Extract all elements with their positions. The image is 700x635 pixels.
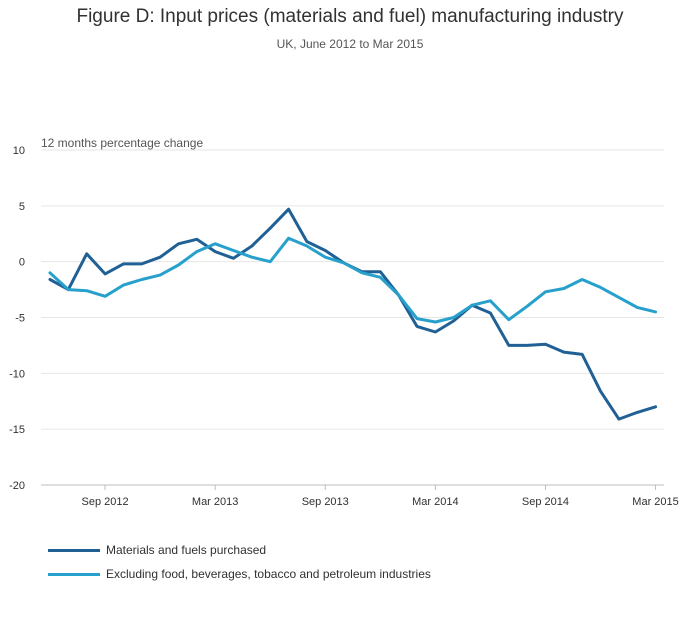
gridlines (41, 149, 664, 486)
x-tick-label: Sep 2014 (522, 496, 569, 508)
y-tick-label: 0 (19, 257, 25, 269)
series-lines (48, 207, 658, 421)
x-tick-label: Sep 2012 (81, 496, 128, 508)
series-line-2 (48, 236, 658, 324)
x-tick-label: Mar 2014 (412, 496, 458, 508)
x-tick-labels: Sep 2012 Mar 2013 Sep 2013 Mar 2014 Sep 2014… (81, 485, 679, 508)
legend-item: Materials and fuels purchased (48, 538, 431, 562)
x-tick-label: Mar 2013 (192, 496, 238, 508)
legend-swatch (48, 548, 100, 552)
y-axis-label: 12 months percentage change (41, 136, 203, 150)
series-line-1 (48, 207, 658, 421)
legend-label: Materials and fuels purchased (106, 543, 267, 557)
y-tick-label: -15 (9, 424, 25, 436)
legend-swatch (48, 572, 100, 576)
x-tick-label: Sep 2013 (302, 496, 349, 508)
y-tick-label: -20 (9, 480, 25, 492)
legend-item: Excluding food, beverages, tobacco and p… (48, 562, 431, 586)
y-tick-labels: 10 5 0 -5 -10 -15 -20 (9, 145, 25, 492)
y-tick-label: -10 (9, 368, 25, 380)
x-tick-label: Mar 2015 (632, 496, 678, 508)
chart-title: Figure D: Input prices (materials and fu… (76, 6, 624, 27)
y-tick-label: 10 (13, 145, 25, 157)
legend: Materials and fuels purchased Excluding f… (48, 538, 431, 586)
chart-subtitle: UK, June 2012 to Mar 2015 (276, 37, 424, 51)
y-tick-label: 5 (19, 201, 25, 213)
legend-label: Excluding food, beverages, tobacco and p… (106, 567, 431, 581)
y-tick-label: -5 (15, 313, 25, 325)
